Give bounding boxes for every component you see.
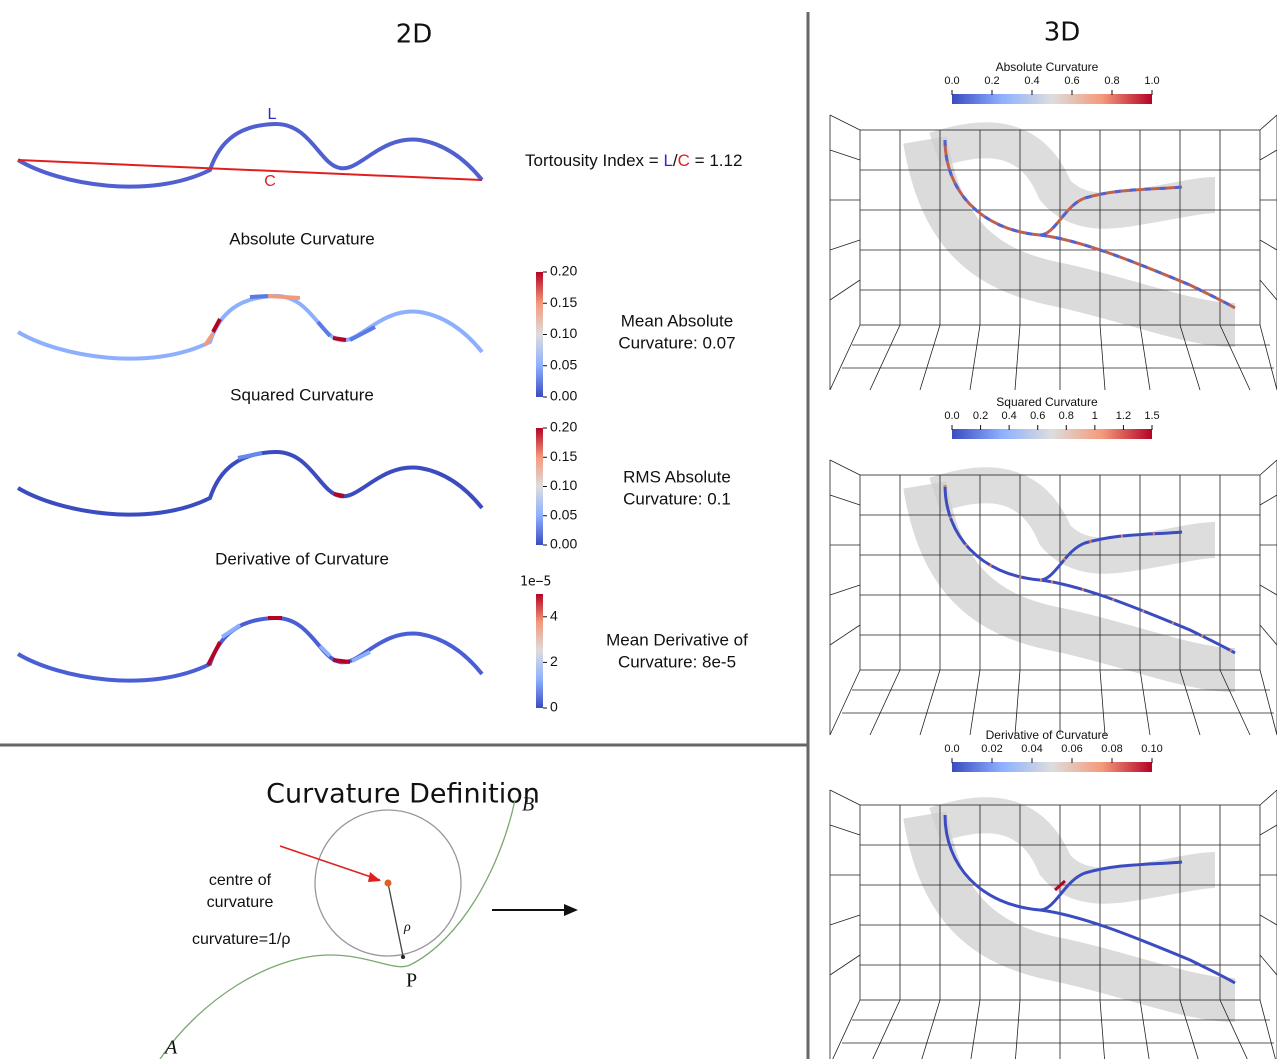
view-3d — [829, 459, 1277, 736]
squared-curvature-plot — [16, 449, 484, 517]
colorbar-tick-label: 0.15 — [550, 294, 577, 310]
chord-line — [17, 159, 483, 181]
colorbar-tick-label: 0.8 — [1059, 410, 1074, 422]
colorbar-tick-label: 0.6 — [1064, 75, 1079, 87]
colorbar-title: Squared Curvature — [996, 395, 1098, 409]
colorbar-exponent: 1e−5 — [520, 575, 551, 590]
formula-result: = 1.12 — [695, 151, 743, 170]
arrow-head — [368, 872, 381, 882]
stat-text: Mean Derivative of — [606, 630, 748, 649]
colorbar — [536, 272, 543, 397]
colorbar-tick-label: 0.0 — [944, 410, 959, 422]
centre-label: centre of — [209, 872, 272, 889]
colorbar-tick-label: 0.2 — [973, 410, 988, 422]
colorbar-tick-label: 4 — [550, 608, 558, 624]
stat-text: RMS Absolute — [623, 467, 731, 486]
colorbar-title: Absolute Curvature — [996, 60, 1099, 74]
colorbar-tick-label: 0.05 — [550, 506, 577, 522]
curve-ab — [159, 799, 516, 1059]
colorbar-tick-label: 0 — [550, 699, 558, 715]
formula-slash: / — [673, 151, 678, 170]
colorbar-tick-label: 0.15 — [550, 448, 577, 464]
point-label: P — [406, 970, 417, 992]
formula-prefix: Tortousity Index = — [525, 151, 659, 170]
colorbar-tick-label: 0.06 — [1061, 743, 1082, 755]
panel-title: 2D — [396, 20, 433, 50]
stat-text: Curvature: 0.07 — [618, 333, 735, 352]
colorbar — [952, 429, 1152, 439]
colorbar-tick-label: 0.10 — [550, 477, 577, 493]
curvature-formula: curvature=1/ρ — [192, 931, 290, 948]
colorbar-tick-label: 0.04 — [1021, 743, 1042, 755]
chord-label: C — [264, 173, 276, 190]
colorbar-tick-label: 0.2 — [984, 75, 999, 87]
colorbar — [952, 94, 1152, 104]
colorbar-tick-label: 0.10 — [1141, 743, 1162, 755]
plot-title: Absolute Curvature — [229, 229, 375, 248]
stat-text: Mean Absolute — [621, 311, 733, 330]
colorbar-tick-label: 0.02 — [981, 743, 1002, 755]
colorbar-tick-label: 0.20 — [550, 263, 577, 279]
colorbar-tick-label: 1.0 — [1144, 75, 1159, 87]
colorbar-tick-label: 0.00 — [550, 536, 577, 552]
rho-label: ρ — [403, 920, 411, 935]
colorbar-tick-label: 0.0 — [944, 75, 959, 87]
plot-title: Derivative of Curvature — [215, 549, 389, 568]
colorbar-tick-label: 0.08 — [1101, 743, 1122, 755]
colorbar-tick-label: 0.00 — [550, 388, 577, 404]
formula-denominator: C — [678, 151, 690, 170]
point-label: B — [522, 794, 534, 816]
pointer-arrow — [279, 845, 381, 881]
colorbar-tick-label: 0.4 — [1001, 410, 1016, 422]
formula-numerator: L — [663, 151, 672, 170]
radius — [387, 882, 404, 957]
absolute-curvature-plot — [16, 293, 484, 361]
colorbar-tick-label: 1.5 — [1144, 410, 1159, 422]
tortuosity-formula: Tortousity Index = L/C = 1.12 — [525, 151, 742, 170]
centre-label: curvature — [207, 894, 274, 911]
stat-text: Curvature: 8e-5 — [618, 652, 736, 671]
centre-point — [384, 879, 392, 887]
view-3d — [829, 789, 1277, 1059]
arrow-head — [564, 904, 578, 916]
colorbar-tick-label: 0.10 — [550, 325, 577, 341]
colorbar-title: Derivative of Curvature — [986, 728, 1109, 742]
colorbar-tick-label: 0.4 — [1024, 75, 1039, 87]
colorbar-tick-label: 0.05 — [550, 356, 577, 372]
plot-title: Squared Curvature — [230, 385, 374, 404]
section-title: Curvature Definition — [266, 779, 540, 810]
point-label: A — [163, 1037, 178, 1059]
colorbar-tick-label: 0.20 — [550, 419, 577, 435]
colorbar — [536, 594, 543, 708]
colorbar-tick-label: 1 — [1092, 410, 1098, 422]
view-3d — [829, 114, 1277, 391]
point-p — [401, 955, 405, 959]
colorbar-tick-label: 2 — [550, 653, 558, 669]
stat-text: Curvature: 0.1 — [623, 489, 731, 508]
colorbar-tick-label: 1.2 — [1116, 410, 1131, 422]
osculating-circle — [314, 809, 462, 957]
colorbar-tick-label: 0.0 — [944, 743, 959, 755]
colorbar — [952, 762, 1152, 772]
derivative-curvature-plot — [16, 615, 484, 683]
colorbar-tick-label: 0.6 — [1030, 410, 1045, 422]
colorbar-tick-label: 0.8 — [1104, 75, 1119, 87]
curve-label: L — [268, 106, 277, 123]
panel-title: 3D — [1044, 18, 1081, 48]
colorbar — [536, 428, 543, 545]
